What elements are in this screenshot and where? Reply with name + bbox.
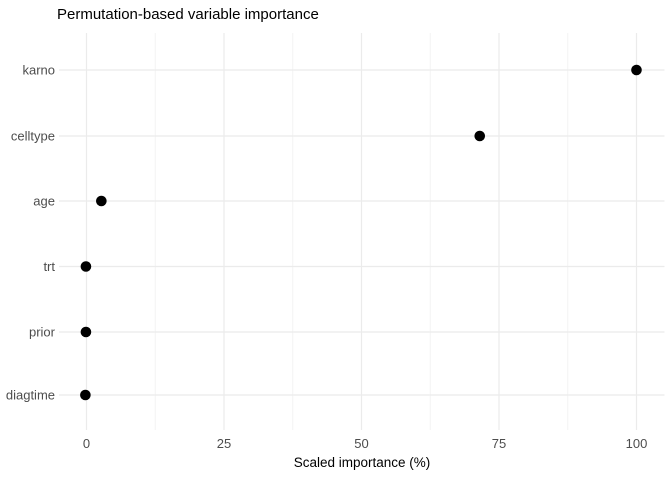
y-axis-label: trt <box>43 259 55 274</box>
x-tick-label: 25 <box>217 436 231 451</box>
x-tick-label: 75 <box>492 436 506 451</box>
data-point <box>80 389 91 401</box>
y-axis-label: diagtime <box>6 388 55 403</box>
chart-title: Permutation-based variable importance <box>57 6 319 23</box>
data-point <box>80 326 92 338</box>
x-tick-label: 100 <box>626 436 648 451</box>
y-axis-label: age <box>33 194 55 209</box>
x-tick-label: 50 <box>354 436 368 451</box>
y-axis-label: karno <box>22 63 55 78</box>
data-point <box>80 261 92 272</box>
data-point <box>96 195 107 207</box>
x-tick-label: 0 <box>83 436 90 451</box>
y-axis-label: prior <box>29 325 56 340</box>
y-axis-label: celltype <box>11 129 55 144</box>
x-axis-title: Scaled importance (%) <box>293 455 431 470</box>
data-point <box>474 130 486 142</box>
data-point <box>631 64 642 76</box>
